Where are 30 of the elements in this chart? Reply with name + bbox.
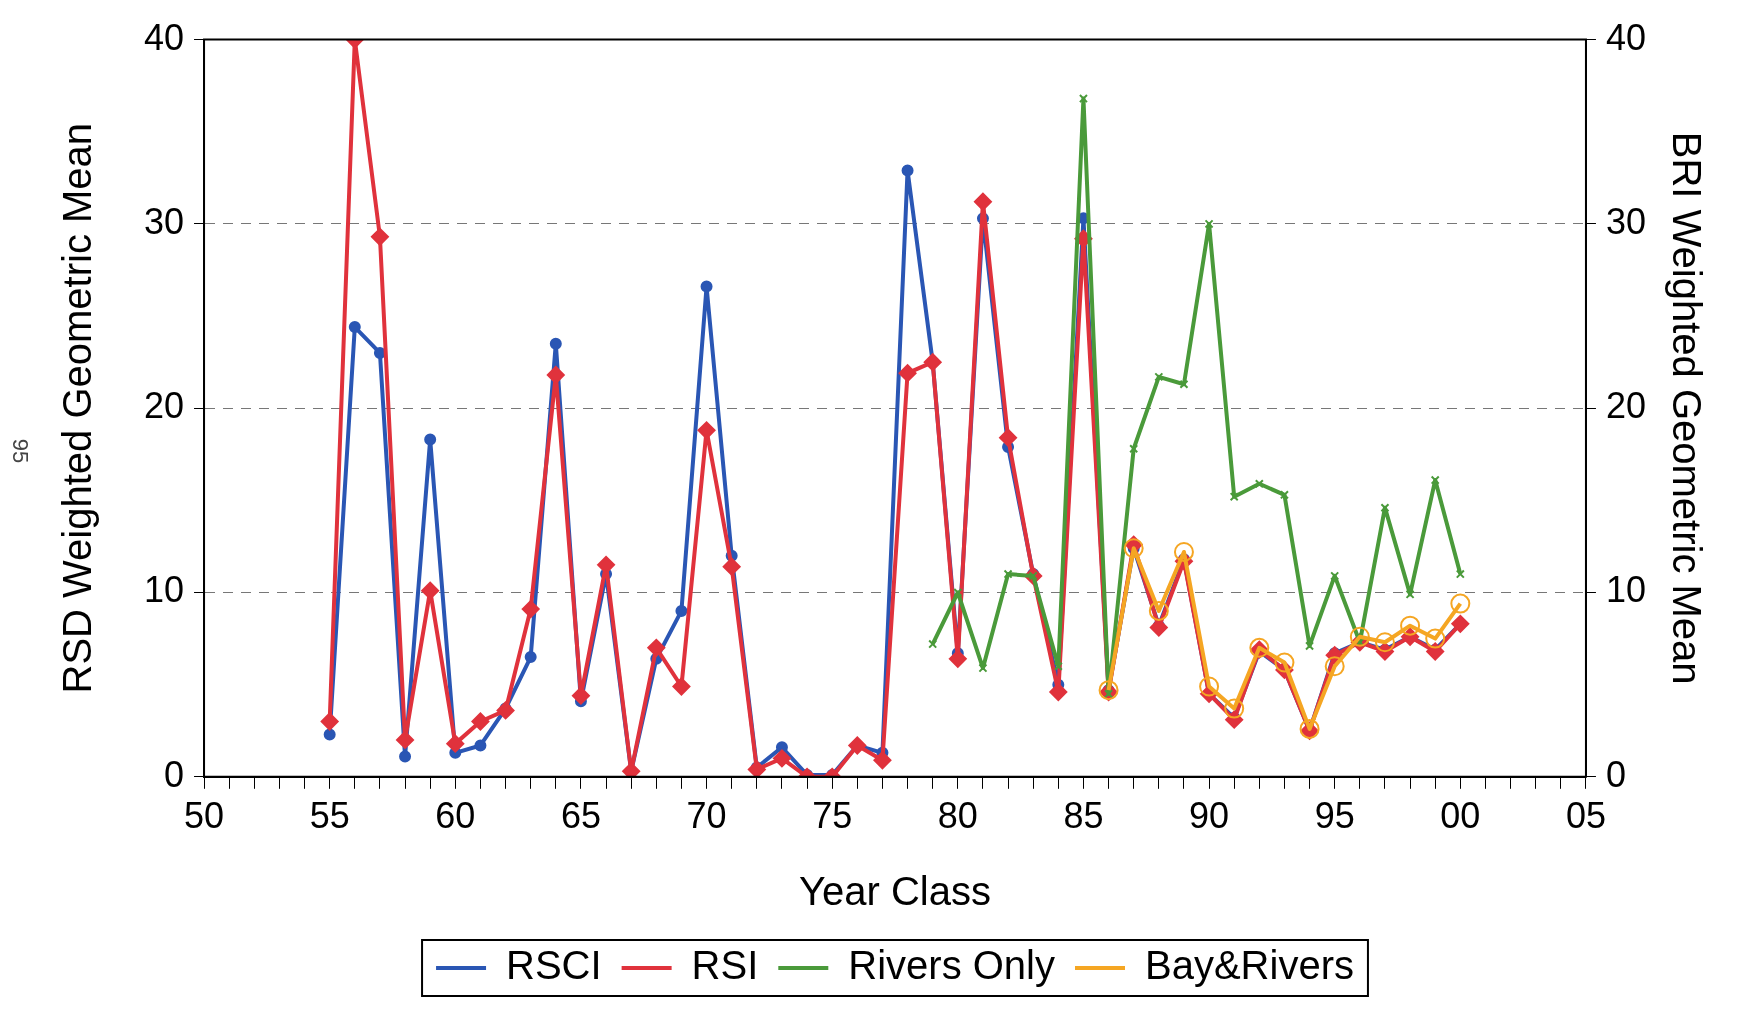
y2-tick-label: 0 [1605, 753, 1626, 795]
y-tick-label: 10 [144, 569, 185, 611]
x-tick-label: 70 [686, 795, 727, 837]
x-tick-label: 60 [435, 795, 476, 837]
x-tick-label: 05 [1565, 795, 1606, 837]
y2-tick-label: 30 [1605, 200, 1646, 242]
x-tick-label: 90 [1189, 795, 1230, 837]
x-axis-title: Year Class [799, 869, 991, 914]
x-tick-label: 95 [1314, 795, 1355, 837]
y-tick-label: 0 [164, 753, 185, 795]
x-tick-label: 80 [937, 795, 978, 837]
legend-label: RSI [691, 943, 759, 988]
y2-tick-label: 10 [1605, 569, 1646, 611]
text: 95 [7, 438, 34, 464]
legend-label: Rivers Only [848, 943, 1055, 988]
legend-label: RSCI [506, 943, 602, 988]
y-tick-label: 20 [144, 385, 185, 427]
x-tick-label: 65 [560, 795, 601, 837]
y2-tick-label: 20 [1605, 385, 1646, 427]
legend-label: Bay&Rivers [1145, 943, 1354, 988]
y-tick-label: 40 [144, 16, 185, 58]
x-tick-label: 75 [812, 795, 853, 837]
x-tick-label: 55 [309, 795, 350, 837]
y-tick-label: 30 [144, 200, 185, 242]
x-tick-label: 50 [184, 795, 225, 837]
x-tick-label: 85 [1063, 795, 1104, 837]
y-axis-title: RSD Weighted Geometric Mean [55, 122, 100, 694]
y2-tick-label: 40 [1605, 16, 1646, 58]
x-tick-label: 00 [1440, 795, 1481, 837]
y2-axis-title: BRI Weighted Geometric Mean [1664, 131, 1709, 685]
